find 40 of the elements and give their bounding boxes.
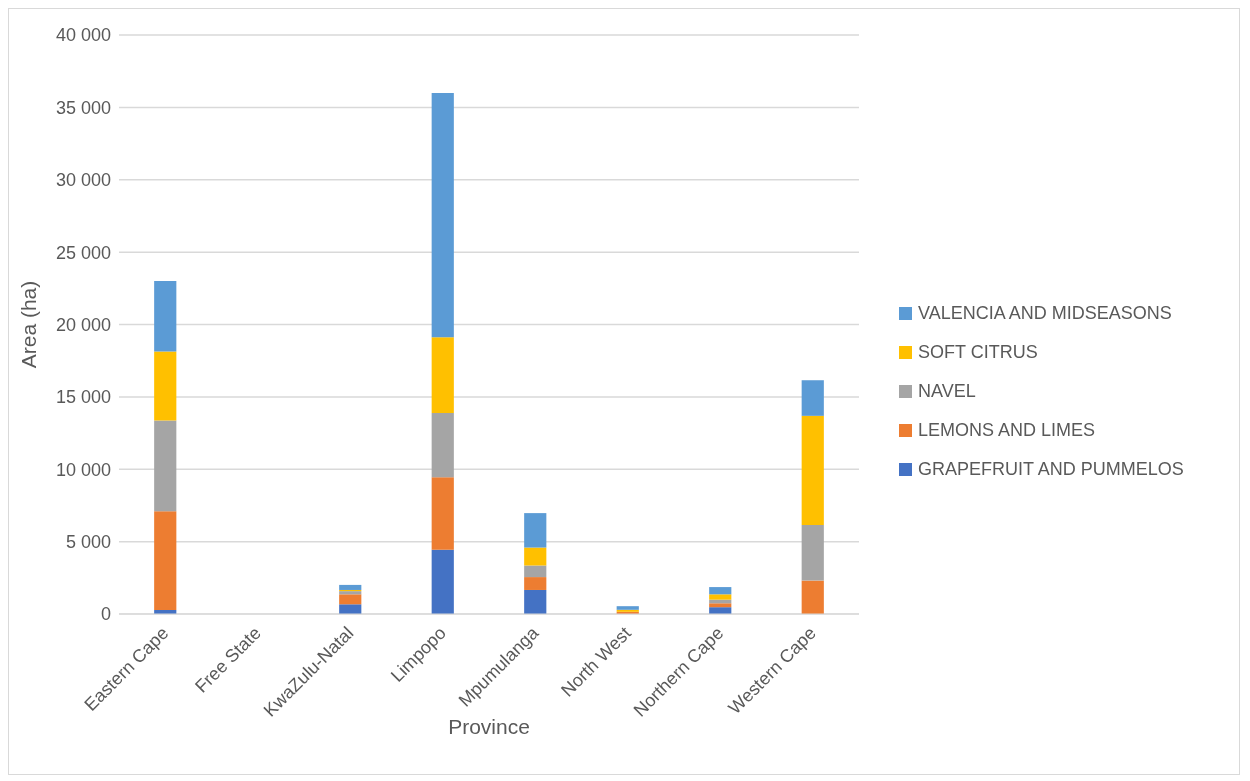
y-tick-label: 0: [100, 604, 111, 625]
bar: [709, 594, 732, 600]
bar: [154, 420, 177, 512]
bar: [339, 584, 362, 590]
y-axis-title: Area (ha): [17, 280, 41, 369]
x-axis-title: Province: [448, 715, 530, 738]
y-tick-label: 30 000: [55, 170, 111, 191]
bar: [154, 281, 177, 352]
bar: [431, 549, 454, 614]
bar: [801, 380, 824, 416]
bar: [801, 580, 824, 614]
bar: [801, 415, 824, 525]
bar: [431, 477, 454, 550]
bar: [524, 547, 547, 566]
bar: [339, 604, 362, 614]
y-tick-label: 35 000: [55, 97, 111, 118]
y-tick-label: 10 000: [55, 459, 111, 480]
bar: [431, 92, 454, 338]
bar: [431, 412, 454, 478]
y-tick-label: 40 000: [55, 25, 111, 46]
bar: [524, 577, 547, 590]
legend-label: LEMONS AND LIMES: [918, 420, 1096, 441]
legend-label: NAVEL: [918, 381, 976, 402]
bar: [709, 603, 732, 608]
bar: [524, 513, 547, 548]
legend-label: VALENCIA AND MIDSEASONS: [918, 303, 1172, 324]
bar: [339, 594, 362, 605]
bar: [524, 565, 547, 578]
bar: [431, 337, 454, 413]
bar: [801, 524, 824, 581]
y-tick-label: 5 000: [65, 532, 111, 553]
bar: [524, 589, 547, 614]
y-tick-label: 15 000: [55, 387, 111, 408]
y-tick-label: 20 000: [55, 314, 111, 335]
bar: [709, 587, 732, 595]
bar: [154, 351, 177, 421]
bar: [154, 511, 177, 610]
y-tick-label: 25 000: [55, 242, 111, 263]
legend-label: SOFT CITRUS: [918, 342, 1038, 363]
legend-label: GRAPEFRUIT AND PUMMELOS: [918, 459, 1184, 480]
